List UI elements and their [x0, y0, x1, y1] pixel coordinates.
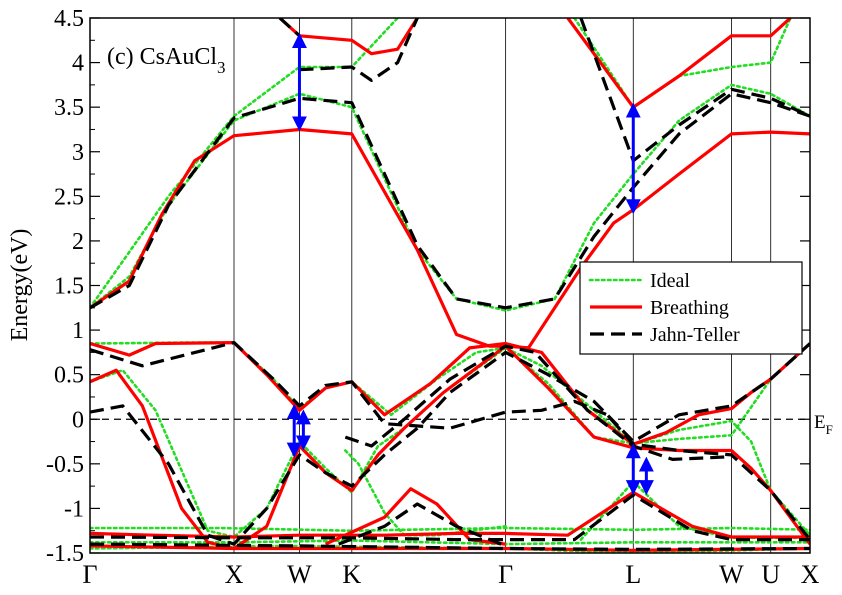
band-line [299, 18, 419, 56]
band-line [90, 127, 810, 350]
x-tick-label: Γ [82, 560, 97, 589]
fermi-label-main: E [814, 412, 826, 433]
y-tick-label: 0 [72, 407, 84, 433]
band-line [90, 490, 810, 539]
y-tick-label: 3 [72, 140, 84, 166]
band-line [344, 449, 507, 537]
y-tick-label: -0.5 [46, 452, 84, 478]
series-jahn-teller [90, 18, 810, 551]
band-line [90, 542, 810, 551]
band-line [90, 342, 810, 546]
y-tick-label: 0.5 [54, 363, 84, 389]
band-line [90, 341, 810, 446]
chart-title-subscript: 3 [217, 58, 226, 77]
band-line [90, 92, 810, 310]
bands [90, 18, 810, 553]
band-line [579, 18, 810, 163]
x-tick-label: L [625, 560, 641, 589]
x-tick-label: W [719, 560, 744, 589]
chart-title-main: (c) CsAuCl [107, 44, 217, 70]
band-line [566, 18, 792, 109]
band-line [278, 18, 301, 37]
band-line [299, 18, 419, 82]
y-tick-label: 2 [72, 229, 84, 255]
legend-label: Breathing [650, 297, 729, 319]
y-axis-label: Energy(eV) [7, 229, 33, 342]
legend: Ideal Breathing Jahn-Teller [579, 261, 803, 355]
y-tick-label: 4.5 [54, 6, 84, 32]
x-tick-label: X [225, 560, 244, 589]
band-line [90, 342, 810, 539]
transition-arrows [286, 33, 654, 496]
x-tick-label: K [342, 560, 361, 589]
legend-label: Ideal [650, 270, 690, 292]
band-line [338, 502, 507, 548]
y-tick-label: 1.5 [54, 274, 84, 300]
fermi-label-subscript: F [826, 422, 833, 437]
y-tick-label: -1.5 [46, 541, 84, 567]
x-tick-label: X [801, 560, 820, 589]
band-line [344, 344, 732, 461]
x-tick-label: W [287, 560, 312, 589]
svg-text:EF: EF [814, 412, 833, 437]
band-line [90, 341, 810, 541]
y-axis: -1.5 -1 -0.5 0 0.5 1 1.5 2 2.5 3 3.5 4 4.5 [46, 6, 810, 567]
x-tick-label: Γ [498, 560, 513, 589]
band-line [90, 18, 399, 310]
legend-label: Jahn-Teller [650, 324, 740, 346]
y-tick-label: 1 [72, 318, 84, 344]
x-tick-label: U [761, 560, 780, 589]
y-tick-label: -1 [64, 496, 84, 522]
chart-title: (c) CsAuCl3 [107, 44, 226, 77]
band-line [90, 493, 810, 542]
y-tick-label: 4 [72, 51, 84, 77]
y-tick-label: 3.5 [54, 95, 84, 121]
band-line [90, 344, 810, 551]
fermi-label: EF [814, 412, 833, 437]
y-tick-label: 2.5 [54, 184, 84, 210]
band-line [90, 526, 810, 532]
